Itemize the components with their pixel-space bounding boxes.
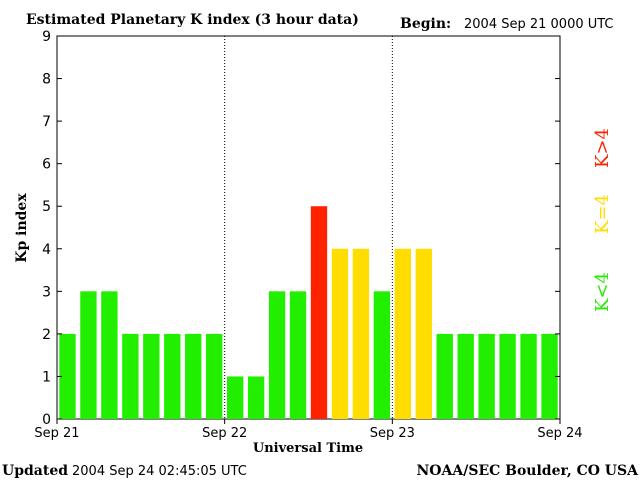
kp-bar (206, 333, 223, 419)
kp-bar (352, 248, 370, 419)
updated-value: 2004 Sep 24 02:45:05 UTC (72, 464, 247, 479)
kp-bar (331, 248, 349, 419)
y-tick-label: 7 (42, 114, 51, 130)
kp-bar (80, 291, 97, 419)
x-axis-ticks: Sep 21 Sep 22 Sep 23 Sep 24 (34, 419, 583, 441)
y-tick-label: 4 (42, 242, 51, 258)
legend-high: K>4 (592, 128, 613, 168)
kp-bar (415, 248, 432, 419)
x-tick-label: Sep 21 (34, 426, 79, 441)
kp-bar (394, 248, 411, 419)
kp-bar (247, 376, 265, 419)
kp-bar (373, 291, 391, 419)
kp-bar (164, 333, 181, 419)
legend-low: K<4 (592, 272, 613, 312)
x-tick-label: Sep 24 (537, 426, 582, 441)
y-tick-label: 0 (42, 412, 51, 428)
kp-bar (478, 333, 495, 419)
kp-bar (310, 206, 328, 419)
y-tick-label: 1 (42, 369, 51, 385)
kp-bar (520, 333, 537, 419)
updated-label: Updated (2, 463, 68, 479)
kp-bar (289, 291, 307, 419)
credit-text: NOAA/SEC Boulder, CO USA (417, 463, 640, 479)
kp-bar (436, 333, 453, 419)
y-tick-label: 2 (42, 327, 51, 343)
bars-group (59, 206, 558, 419)
legend-equal: K=4 (592, 194, 613, 234)
x-tick-label: Sep 23 (370, 426, 415, 441)
y-tick-label: 8 (42, 72, 51, 88)
kp-bar (268, 291, 286, 419)
y-tick-label: 9 (42, 29, 51, 45)
kp-bar (499, 333, 516, 419)
y-axis-label: Kp index (14, 193, 30, 263)
kp-bar (541, 333, 558, 419)
day-dividers (224, 36, 393, 419)
kp-bar (185, 333, 202, 419)
x-tick-label: Sep 22 (202, 426, 247, 441)
begin-label: Begin: (400, 16, 451, 32)
y-tick-label: 5 (42, 199, 51, 215)
kp-bar (122, 333, 139, 419)
y-tick-label: 6 (42, 157, 51, 173)
begin-value: 2004 Sep 21 0000 UTC (464, 17, 614, 32)
y-tick-label: 3 (42, 284, 51, 300)
plot-frame (56, 35, 561, 420)
kp-bar (226, 376, 244, 419)
kp-bar (101, 291, 118, 419)
kp-bar (59, 333, 76, 419)
kp-bar (143, 333, 160, 419)
chart-title: Estimated Planetary K index (3 hour data… (26, 12, 359, 28)
x-axis-label: Universal Time (253, 441, 363, 456)
y-axis-ticks: 0 1 2 3 4 5 6 7 8 9 (42, 29, 560, 428)
kp-bar (457, 333, 474, 419)
